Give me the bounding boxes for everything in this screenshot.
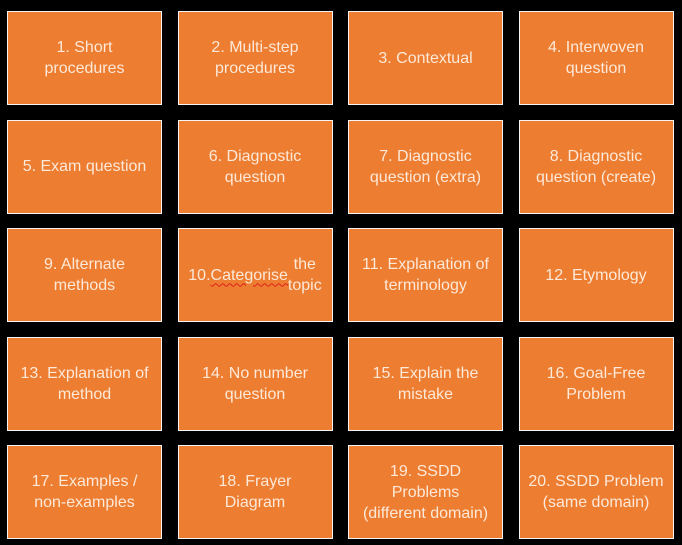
activity-card-11: 11. Explanation of terminology	[348, 228, 503, 322]
activity-card-5: 5. Exam question	[7, 119, 162, 214]
activity-card-4: 4. Interwoven question	[518, 11, 674, 105]
activity-card-2: 2. Multi-step procedures	[177, 11, 333, 105]
activity-card-15: 15. Explain the mistake	[348, 336, 503, 431]
spellcheck-word: Categorise	[210, 266, 288, 284]
activity-card-12: 12. Etymology	[518, 228, 674, 322]
activity-card-19: 19. SSDD Problems (different domain)	[348, 445, 503, 539]
activity-card-9: 9. Alternate methods	[7, 228, 162, 322]
activity-card-1: 1. Short procedures	[7, 11, 162, 105]
activity-card-16: 16. Goal-Free Problem	[518, 336, 674, 431]
activity-card-20: 20. SSDD Problem (same domain)	[518, 445, 674, 539]
activity-card-17: 17. Examples / non-examples	[7, 445, 162, 539]
activity-card-3: 3. Contextual	[348, 11, 503, 105]
activity-card-7: 7. Diagnostic question (extra)	[348, 119, 503, 214]
activity-card-13: 13. Explanation of method	[7, 336, 162, 431]
activity-card-14: 14. No number question	[177, 336, 333, 431]
activity-card-6: 6. Diagnostic question	[177, 119, 333, 214]
activity-card-18: 18. Frayer Diagram	[177, 445, 333, 539]
activity-grid: 1. Short procedures 2. Multi-step procedu…	[7, 11, 674, 539]
activity-card-10: 10. Categorise the topic	[177, 228, 333, 322]
activity-card-8: 8. Diagnostic question (create)	[518, 119, 674, 214]
